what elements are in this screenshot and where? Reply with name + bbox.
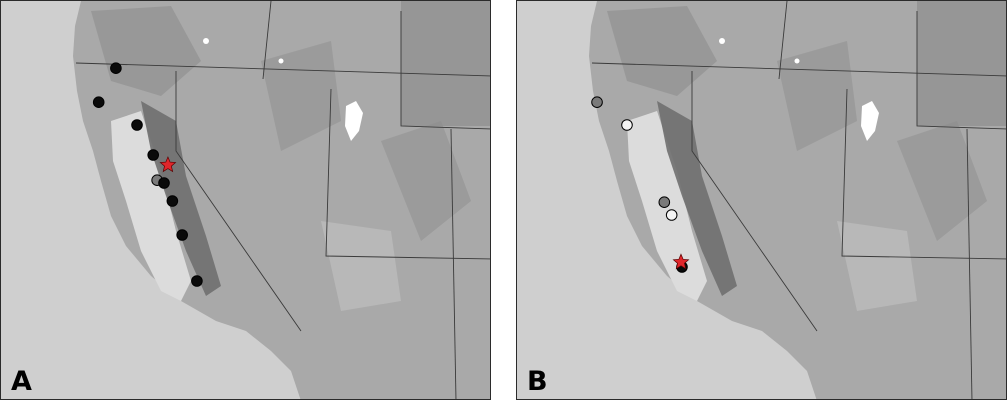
locality-marker-black bbox=[176, 229, 188, 241]
state-border bbox=[262, 1, 272, 80]
desert-lowland bbox=[837, 221, 917, 311]
state-border bbox=[778, 1, 788, 80]
map-b bbox=[589, 1, 1006, 399]
state-border bbox=[400, 11, 490, 130]
panel-label-a: A bbox=[11, 366, 32, 397]
locality-marker-black bbox=[158, 177, 170, 189]
locality-marker-white bbox=[665, 209, 678, 221]
locality-marker-black bbox=[131, 119, 143, 131]
sierra-nevada bbox=[141, 101, 221, 296]
map-panel-b: B bbox=[516, 0, 1007, 400]
central-valley bbox=[111, 111, 191, 301]
lake bbox=[719, 38, 725, 44]
map-panel-a: A bbox=[0, 0, 491, 400]
desert-lowland bbox=[321, 221, 401, 311]
panel-separator bbox=[491, 0, 516, 402]
locality-marker-gray bbox=[591, 96, 603, 108]
locality-marker-black bbox=[92, 96, 105, 108]
wyoming-highland bbox=[917, 1, 1006, 126]
state-border bbox=[591, 62, 1006, 77]
locality-marker-black bbox=[110, 62, 122, 74]
state-border bbox=[450, 128, 457, 399]
state-border bbox=[841, 88, 1006, 260]
state-border bbox=[691, 71, 818, 332]
lake bbox=[278, 58, 284, 64]
locality-marker-black bbox=[166, 195, 179, 207]
oregon-highland bbox=[607, 6, 717, 96]
locality-marker-gray bbox=[658, 196, 671, 208]
great-salt-lake bbox=[345, 101, 363, 141]
great-basin-highland bbox=[777, 41, 857, 151]
state-border bbox=[325, 88, 490, 260]
state-border bbox=[75, 62, 490, 77]
locality-marker-black bbox=[147, 149, 160, 161]
type-locality-star bbox=[159, 156, 177, 173]
state-border bbox=[916, 11, 1006, 130]
lake bbox=[794, 58, 800, 64]
wyoming-highland bbox=[401, 1, 490, 126]
sierra-nevada bbox=[657, 101, 737, 296]
type-locality-star bbox=[672, 253, 690, 270]
map-a bbox=[73, 1, 490, 399]
utah-highland bbox=[381, 121, 471, 241]
state-border bbox=[966, 128, 973, 399]
locality-marker-white bbox=[621, 119, 633, 131]
lake bbox=[203, 38, 209, 44]
great-basin-highland bbox=[261, 41, 341, 151]
state-border bbox=[175, 71, 302, 332]
locality-marker-black bbox=[191, 275, 203, 287]
utah-highland bbox=[897, 121, 987, 241]
oregon-highland bbox=[91, 6, 201, 96]
panel-label-b: B bbox=[527, 366, 548, 397]
great-salt-lake bbox=[861, 101, 879, 141]
